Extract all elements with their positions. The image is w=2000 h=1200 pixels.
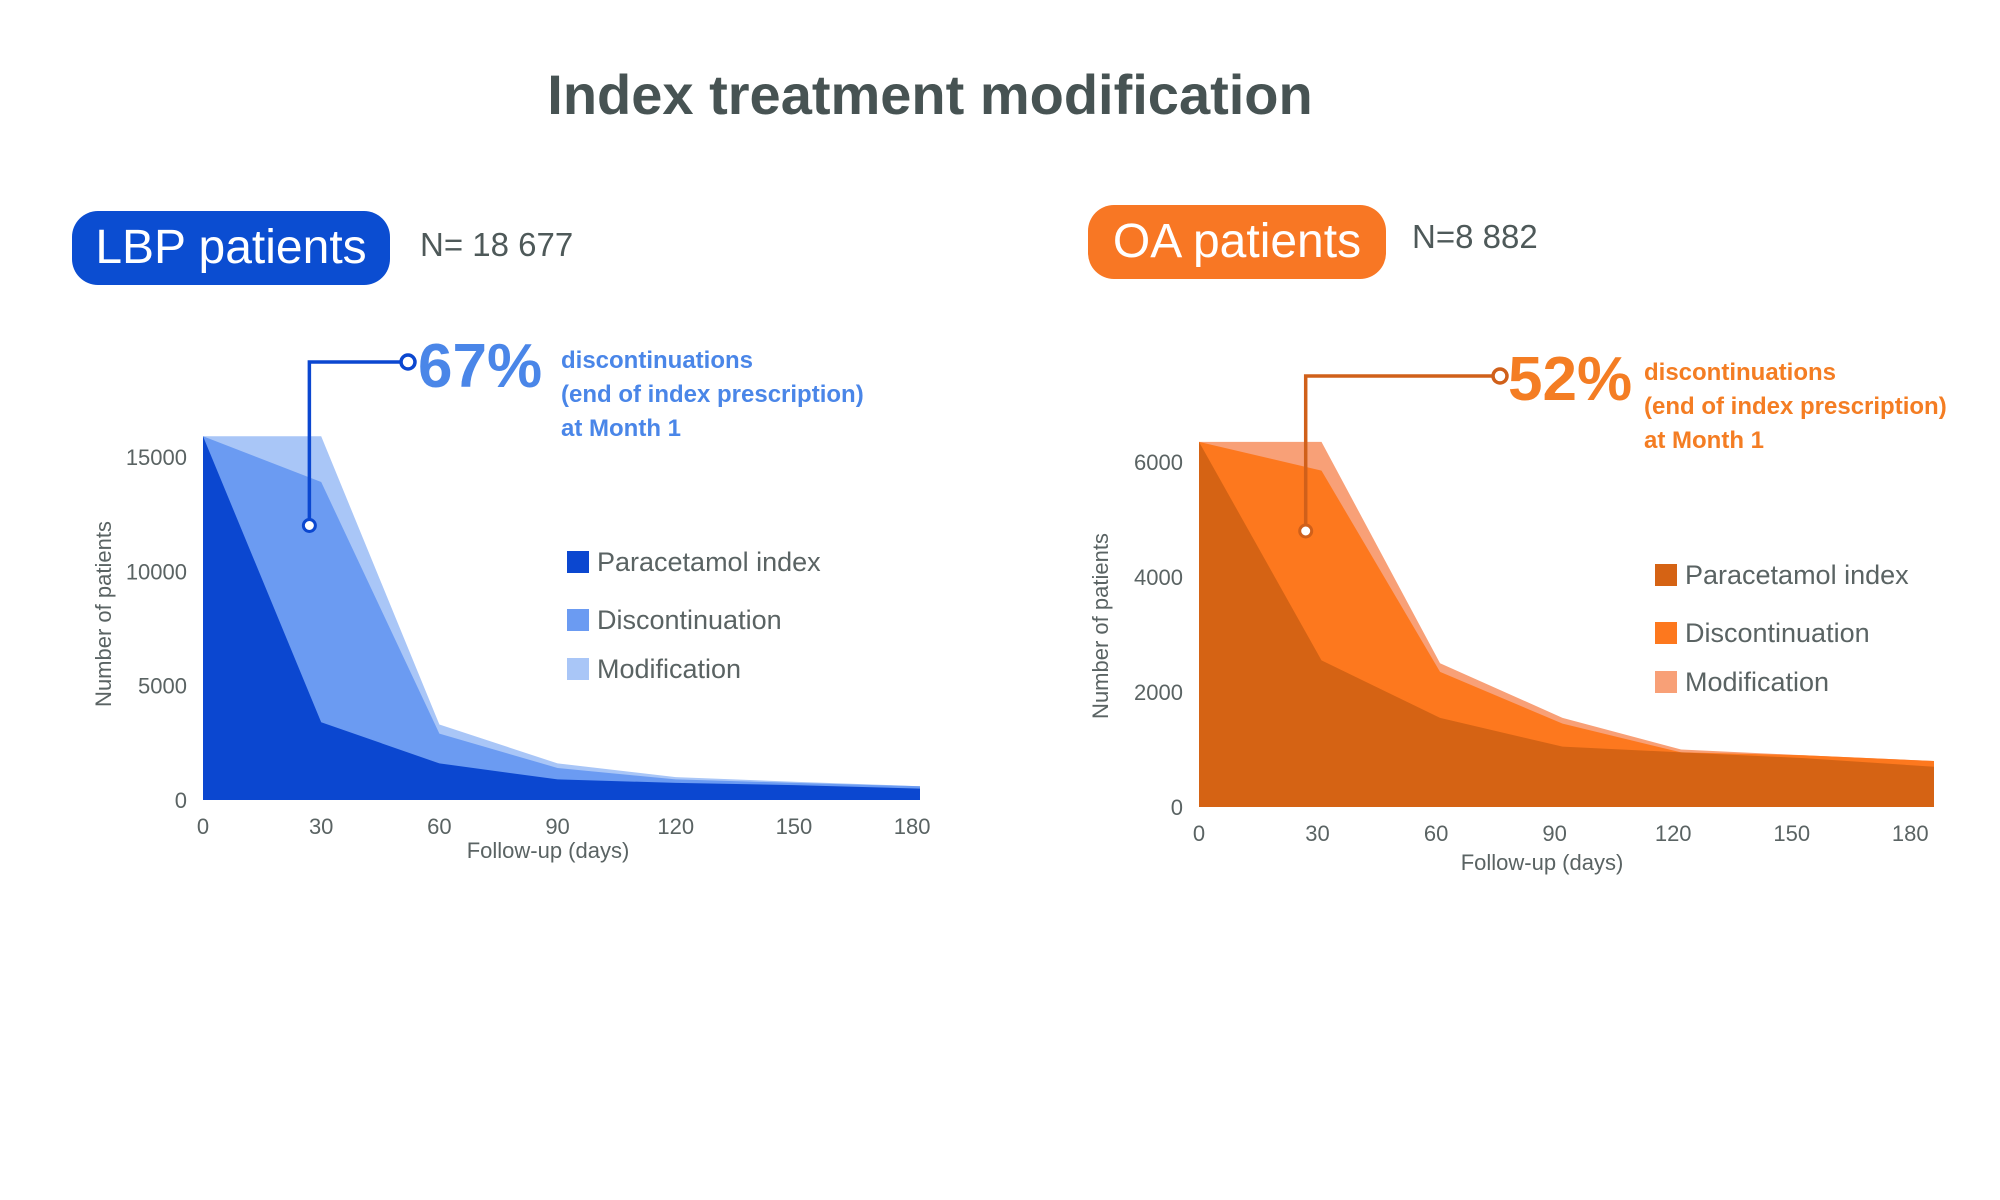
lbp-x-axis-label: Follow-up (days) (467, 838, 630, 863)
oa-chart: 0 30 60 90 120 150 180 0 2000 4000 6000 Number of … (1088, 345, 1947, 875)
lbp-area-paracetamol-index (203, 436, 920, 800)
oa-callout-line-2: (end of index prescription) (1644, 393, 1947, 420)
lbp-legend-label: Paracetamol index (597, 547, 821, 577)
lbp-x-tick-label: 150 (776, 814, 813, 839)
oa-callout-end-dot (1491, 367, 1509, 385)
lbp-x-tick-label: 0 (197, 814, 209, 839)
oa-x-tick-label: 0 (1193, 821, 1205, 846)
lbp-callout-line-1: discontinuations (561, 347, 753, 374)
oa-callout-connector (1303, 374, 1500, 531)
oa-y-tick-label: 6000 (1134, 450, 1183, 475)
oa-x-tick-label: 150 (1773, 821, 1810, 846)
lbp-y-tick-label: 10000 (126, 559, 187, 584)
oa-y-tick-label: 2000 (1134, 680, 1183, 705)
oa-area-paracetamol-index (1199, 441, 1934, 807)
lbp-x-tick-label: 60 (427, 814, 451, 839)
oa-legend-swatch (1655, 671, 1677, 693)
lbp-chart: 0 30 60 90 120 150 180 0 5000 10000 15000 Number o… (91, 332, 930, 863)
lbp-callout-connector (307, 360, 408, 526)
oa-callout-line-3: at Month 1 (1644, 427, 1764, 454)
oa-legend-label: Discontinuation (1685, 618, 1870, 648)
lbp-y-tick-label: 0 (175, 788, 187, 813)
oa-patients-badge: OA patients (1088, 205, 1386, 279)
lbp-x-tick-label: 120 (657, 814, 694, 839)
lbp-x-tick-label: 90 (545, 814, 569, 839)
oa-legend-label: Paracetamol index (1685, 560, 1909, 590)
oa-callout-value: 52% (1508, 345, 1632, 414)
oa-legend-swatch (1655, 564, 1677, 586)
oa-y-tick-label: 0 (1171, 795, 1183, 820)
lbp-callout-line-2: (end of index prescription) (561, 381, 864, 408)
lbp-x-tick-label: 180 (894, 814, 931, 839)
lbp-legend-swatch (567, 609, 589, 631)
lbp-callout-line-3: at Month 1 (561, 415, 681, 442)
lbp-callout-end-dot (399, 353, 417, 371)
lbp-legend-label: Discontinuation (597, 605, 782, 635)
lbp-x-tick-label: 30 (309, 814, 333, 839)
lbp-callout-point (301, 518, 317, 533)
oa-callout-line-1: discontinuations (1644, 359, 1836, 386)
oa-y-axis-label: Number of patients (1088, 533, 1113, 719)
page-title: Index treatment modification (547, 63, 1313, 126)
lbp-y-axis-label: Number of patients (91, 521, 116, 707)
oa-x-axis-label: Follow-up (days) (1461, 850, 1624, 875)
oa-x-tick-label: 30 (1305, 821, 1329, 846)
lbp-legend-swatch (567, 658, 589, 680)
lbp-legend-label: Modification (597, 654, 741, 684)
lbp-callout-value: 67% (418, 332, 542, 401)
lbp-area-discontinuation (203, 436, 920, 800)
oa-x-tick-label: 120 (1655, 821, 1692, 846)
oa-x-tick-label: 60 (1424, 821, 1448, 846)
oa-legend-swatch (1655, 622, 1677, 644)
oa-x-tick-label: 90 (1542, 821, 1566, 846)
lbp-y-tick-label: 5000 (138, 674, 187, 699)
lbp-y-tick-label: 15000 (126, 445, 187, 470)
oa-callout-point (1298, 523, 1314, 539)
oa-legend-label: Modification (1685, 667, 1829, 697)
oa-patient-count: N=8 882 (1412, 218, 1538, 255)
lbp-patients-badge: LBP patients (72, 211, 390, 285)
lbp-patient-count: N= 18 677 (420, 226, 574, 263)
oa-y-tick-label: 4000 (1134, 565, 1183, 590)
lbp-legend-swatch (567, 551, 589, 573)
oa-x-tick-label: 180 (1892, 821, 1929, 846)
